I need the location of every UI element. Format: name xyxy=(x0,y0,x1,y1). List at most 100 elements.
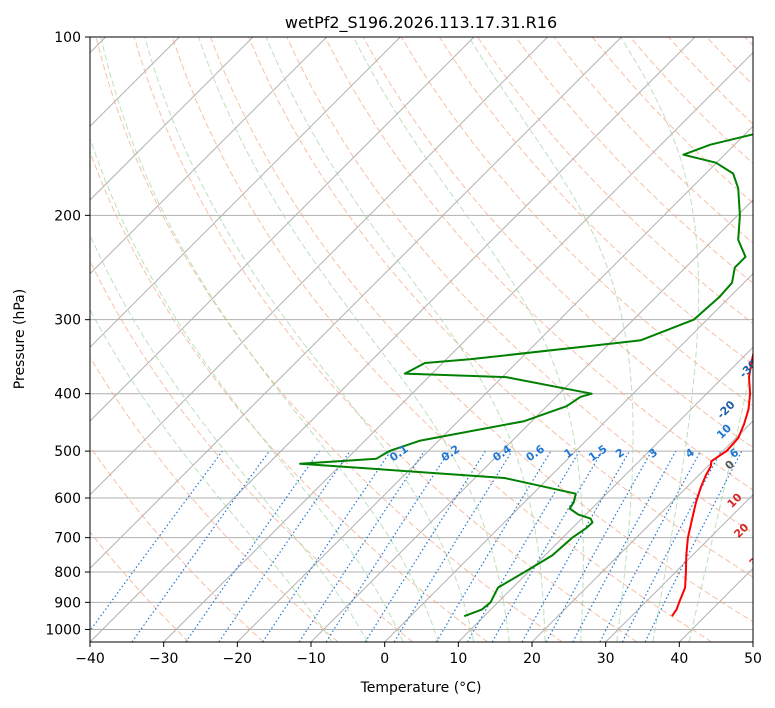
dewpoint-profile-line xyxy=(299,133,753,618)
mixing-ratio-label: 1.5 xyxy=(586,442,609,464)
x-tick-label: 50 xyxy=(744,651,762,667)
dry-adiabat-line xyxy=(286,37,753,534)
mixing-ratio-line xyxy=(521,450,631,642)
isotherm-line xyxy=(90,37,475,422)
x-tick-label: 30 xyxy=(597,651,615,667)
mixing-ratio-line xyxy=(298,450,425,642)
moist-adiabat-line xyxy=(620,37,700,642)
mixing-ratio-line xyxy=(90,450,223,632)
dry-adiabat-line xyxy=(95,37,563,642)
mixing-ratio-label: 0.4 xyxy=(490,442,514,464)
moist-adiabat-line xyxy=(90,233,369,642)
isotherm-line xyxy=(605,493,753,642)
isotherm-line xyxy=(457,346,753,642)
plot-frame xyxy=(89,36,754,643)
y-tick-label: 600 xyxy=(54,491,81,507)
dry-adiabat-line xyxy=(90,445,264,642)
dry-adiabat-line xyxy=(400,37,753,407)
y-tick-label: 400 xyxy=(54,387,81,403)
dry-adiabat-line xyxy=(90,150,488,642)
mixing-ratio-label: 4 xyxy=(683,446,697,461)
mixing-ratio-line xyxy=(325,450,450,642)
moist-adiabat-line xyxy=(90,136,404,642)
x-tick-label: −20 xyxy=(223,651,253,667)
dry-adiabat-line xyxy=(744,37,753,47)
x-tick-label: 40 xyxy=(670,651,688,667)
mixing-ratio-line xyxy=(131,450,270,642)
x-tick-label: −40 xyxy=(75,651,105,667)
isotherm-line xyxy=(752,641,753,642)
dry-adiabat-line xyxy=(706,37,753,86)
isotherm-line xyxy=(678,567,753,642)
moist-adiabat-line xyxy=(144,37,475,642)
isotherm-line xyxy=(90,37,622,570)
plot-area: 0.10.20.40.611.5234681013162025303601020… xyxy=(90,37,775,642)
isotherm-line xyxy=(236,125,753,642)
adiabat-label: -40 xyxy=(762,310,775,333)
dry-adiabat-line xyxy=(133,37,638,642)
y-tick-label: 700 xyxy=(54,531,81,547)
series-layer xyxy=(299,133,753,618)
moist-adiabat-line xyxy=(90,308,333,642)
mixing-ratio-line xyxy=(393,450,513,642)
y-axis-title: Pressure (hPa) xyxy=(12,289,28,389)
mixing-ratio-line xyxy=(599,450,702,642)
adiabat-label: -30 xyxy=(737,357,760,380)
dry-adiabat-line xyxy=(210,37,753,623)
y-tick-label: 300 xyxy=(54,313,81,329)
isotherm-line xyxy=(531,420,753,642)
x-tick-label: 10 xyxy=(449,651,467,667)
mixing-ratio-label: 3 xyxy=(646,446,660,461)
moist-adiabat-line xyxy=(265,37,546,642)
background-lines xyxy=(90,37,753,642)
dry-adiabat-line xyxy=(553,37,753,244)
isotherm-line xyxy=(384,272,753,642)
mixing-ratio-line xyxy=(262,450,392,642)
adiabat-label: 40 xyxy=(763,577,775,597)
y-tick-label: 500 xyxy=(54,444,81,460)
dry-adiabat-line xyxy=(90,356,339,642)
adiabat-label: -20 xyxy=(714,398,737,421)
dry-adiabat-line xyxy=(668,37,753,125)
moist-adiabat-label: 10 xyxy=(714,421,734,441)
x-axis-title: Temperature (°C) xyxy=(360,680,482,696)
isotherm-line xyxy=(90,37,696,642)
dry-adiabat-line xyxy=(248,37,753,578)
isotherm-line xyxy=(90,37,401,349)
mixing-ratio-label: 2 xyxy=(613,446,627,461)
isotherm-line xyxy=(90,37,549,496)
mixing-ratio-label: 6 xyxy=(727,446,741,461)
mixing-ratio-line xyxy=(644,450,743,642)
mixing-ratio-line xyxy=(572,450,677,642)
mixing-ratio-label: 8 xyxy=(757,446,771,461)
adiabat-label: 30 xyxy=(747,549,767,569)
dry-adiabat-line xyxy=(90,531,190,642)
y-tick-label: 200 xyxy=(54,208,81,224)
y-tick-label: 1000 xyxy=(45,622,81,638)
moist-adiabat-line xyxy=(198,37,510,642)
x-tick-label: 20 xyxy=(523,651,541,667)
y-tick-label: 900 xyxy=(54,595,81,611)
mixing-ratio-line xyxy=(435,450,552,642)
dry-adiabat-line xyxy=(515,37,753,284)
adiabat-label: 10 xyxy=(725,490,745,510)
mixing-ratio-line xyxy=(218,450,351,642)
y-tick-label: 100 xyxy=(54,30,81,46)
mixing-ratio-label: 0.2 xyxy=(439,442,462,464)
x-tick-label: −10 xyxy=(296,651,326,667)
moist-adiabat-line xyxy=(100,37,439,642)
dry-adiabat-line xyxy=(90,259,414,642)
dry-adiabat-line xyxy=(438,37,753,366)
x-tick-label: 0 xyxy=(380,651,389,667)
moist-adiabat-line xyxy=(468,37,634,642)
y-axis: 100 200 300 400 500 600 700 800 900 1000 xyxy=(45,30,90,638)
isotherm-line xyxy=(90,37,328,275)
isotherm-line xyxy=(163,51,753,642)
isotherm-line xyxy=(90,37,254,201)
y-tick-label: 800 xyxy=(54,565,81,581)
dry-adiabat-line xyxy=(171,37,712,642)
moist-adiabat-line xyxy=(688,358,753,642)
dry-adiabat-line xyxy=(591,37,753,204)
chart-title: wetPf2_S196.2026.113.17.31.R16 xyxy=(285,13,557,33)
